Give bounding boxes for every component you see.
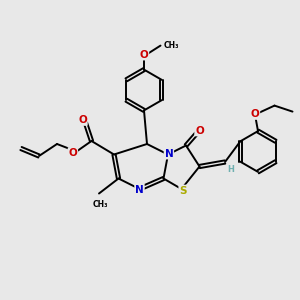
Text: O: O bbox=[195, 125, 204, 136]
Text: O: O bbox=[140, 50, 148, 60]
Text: O: O bbox=[68, 148, 77, 158]
Text: CH₃: CH₃ bbox=[93, 200, 108, 209]
Text: H: H bbox=[228, 165, 234, 174]
Text: S: S bbox=[179, 185, 187, 196]
Text: CH₃: CH₃ bbox=[164, 40, 180, 50]
Text: N: N bbox=[164, 148, 173, 159]
Text: O: O bbox=[78, 115, 87, 125]
Text: O: O bbox=[250, 109, 260, 119]
Text: N: N bbox=[135, 184, 144, 195]
